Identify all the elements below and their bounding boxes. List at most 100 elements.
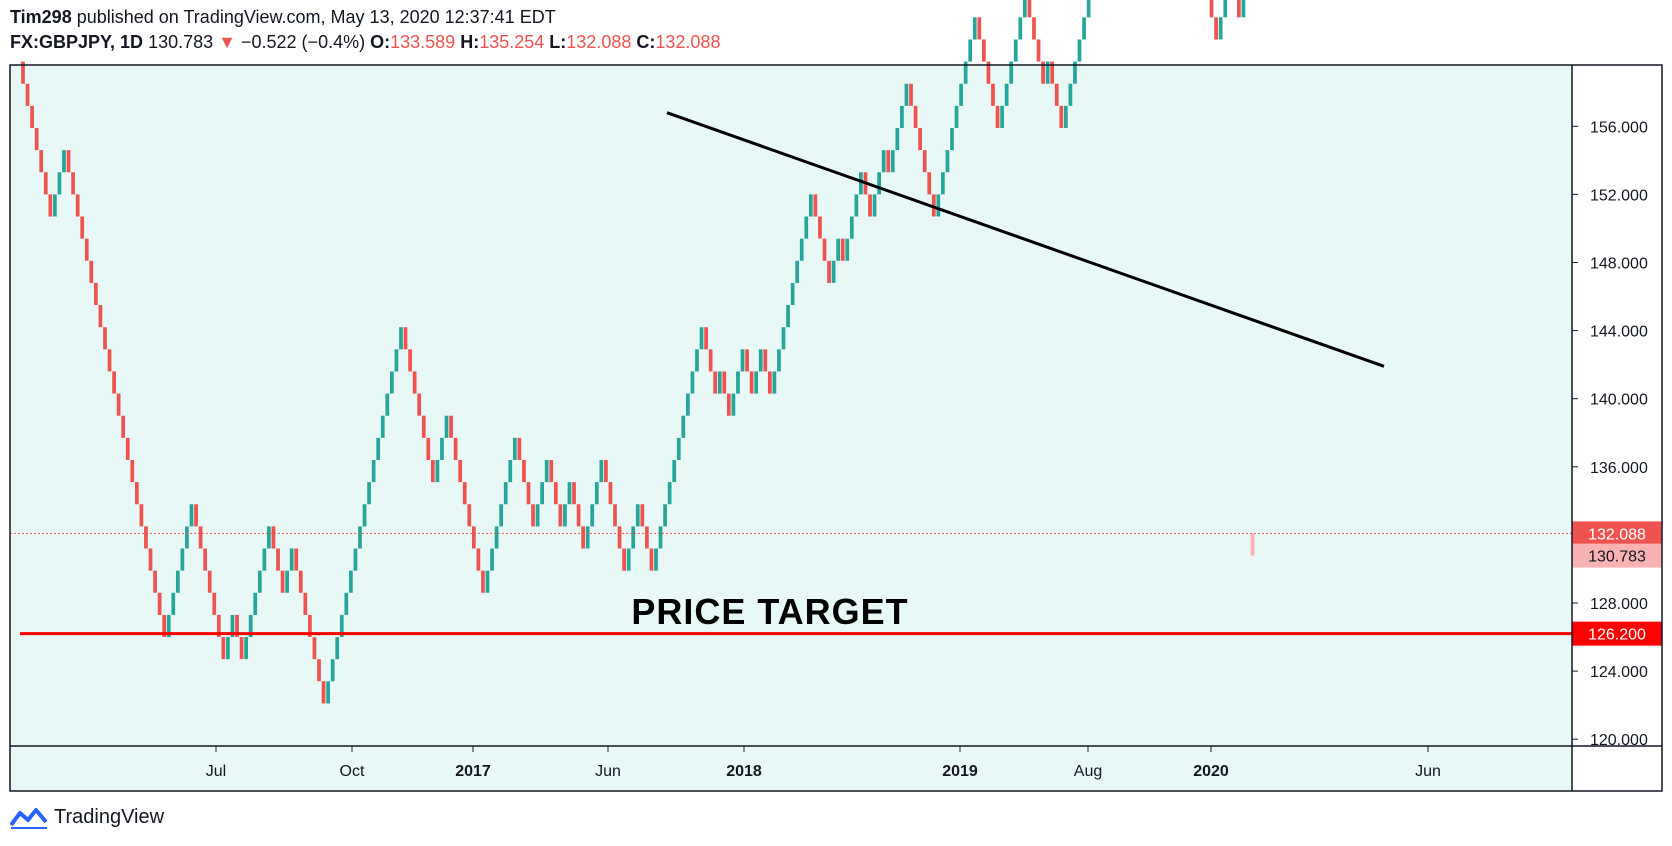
renko-brick	[194, 504, 198, 527]
renko-brick	[162, 614, 167, 638]
renko-brick	[57, 172, 62, 195]
renko-brick	[590, 504, 595, 527]
renko-brick	[481, 570, 485, 593]
renko-brick	[84, 238, 89, 261]
price-change: −0.522 (−0.4%)	[241, 32, 366, 52]
renko-brick	[704, 327, 708, 350]
renko-brick	[512, 437, 517, 460]
renko-brick	[859, 172, 863, 195]
close-value: 132.088	[655, 32, 721, 52]
renko-brick	[116, 393, 121, 416]
renko-brick	[75, 194, 80, 217]
renko-brick	[180, 548, 185, 571]
renko-brick	[171, 592, 176, 615]
renko-brick	[198, 526, 203, 549]
renko-brick	[503, 482, 508, 505]
trend-line[interactable]	[666, 111, 1385, 368]
renko-brick	[294, 548, 299, 571]
renko-brick	[344, 592, 349, 615]
price-tick-label: 128.000	[1590, 596, 1648, 613]
brand-name[interactable]: TradingView	[54, 806, 165, 828]
renko-brick	[581, 526, 585, 549]
renko-brick	[380, 415, 385, 438]
renko-brick	[458, 459, 463, 483]
renko-brick	[799, 238, 804, 261]
renko-brick	[804, 216, 809, 239]
author-name[interactable]: Tim298	[10, 7, 72, 27]
renko-brick	[690, 371, 695, 394]
renko-brick	[276, 548, 280, 571]
chart-header: Tim298 published on TradingView.com, May…	[10, 6, 1610, 53]
price-tick-label: 152.000	[1590, 187, 1648, 204]
symbol-label[interactable]: FX:GBPJPY, 1D	[10, 32, 144, 52]
renko-brick	[308, 614, 312, 638]
low-label: L:	[549, 32, 567, 52]
renko-brick	[963, 61, 968, 84]
renko-brick	[462, 482, 467, 505]
renko-brick	[203, 548, 208, 571]
time-tick-label: Jun	[595, 763, 621, 780]
renko-brick	[221, 637, 226, 660]
renko-brick	[153, 570, 157, 593]
time-tick-label: 2017	[455, 763, 491, 780]
renko-brick	[34, 127, 39, 151]
renko-brick	[207, 570, 212, 593]
renko-brick	[531, 504, 535, 527]
renko-brick	[827, 260, 831, 283]
renko-brick	[440, 437, 444, 460]
renko-brick	[1082, 17, 1086, 40]
renko-brick	[112, 371, 116, 394]
renko-brick	[71, 172, 75, 195]
renko-brick	[1214, 17, 1218, 40]
renko-brick	[950, 127, 954, 151]
renko-brick	[877, 172, 882, 195]
high-label: H:	[460, 32, 480, 52]
high-value: 135.254	[479, 32, 545, 52]
renko-brick	[1009, 61, 1014, 84]
renko-brick	[485, 570, 490, 593]
renko-brick	[499, 504, 504, 527]
renko-brick	[954, 105, 959, 128]
renko-brick	[913, 105, 918, 128]
publish-line: Tim298 published on TradingView.com, May…	[10, 6, 1610, 28]
renko-brick	[522, 459, 526, 483]
renko-brick	[262, 548, 267, 571]
price-tags: 132.088 130.783 126.200	[1572, 521, 1662, 646]
renko-brick	[1063, 105, 1068, 128]
renko-brick	[540, 482, 545, 505]
renko-brick	[185, 526, 189, 549]
renko-brick	[945, 150, 950, 173]
renko-brick	[936, 194, 941, 217]
time-axis[interactable]: Jul Oct 2017 Jun 2018 2019 Aug 2020 Jun	[206, 746, 1441, 780]
renko-brick	[1237, 0, 1241, 18]
price-tag	[1572, 543, 1662, 568]
renko-brick	[726, 393, 731, 416]
renko-brick	[549, 459, 554, 483]
renko-brick	[367, 482, 371, 505]
renko-brick	[872, 194, 877, 217]
price-tag-label: 132.088	[1588, 526, 1646, 543]
renko-brick	[125, 437, 130, 460]
renko-brick	[148, 548, 153, 571]
publish-info: published on TradingView.com, May 13, 20…	[71, 7, 556, 27]
renko-brick	[991, 83, 995, 106]
price-tag-label: 130.783	[1588, 549, 1646, 566]
renko-brick	[535, 504, 540, 527]
price-target-annotation[interactable]: PRICE TARGET	[631, 591, 908, 632]
renko-brick	[189, 504, 194, 527]
price-axis[interactable]: 156.000 152.000 148.000 144.000 140.000 136.0…	[1572, 119, 1648, 749]
renko-brick	[631, 526, 636, 549]
renko-brick	[918, 127, 922, 151]
renko-brick	[166, 614, 171, 638]
renko-brick	[1022, 0, 1027, 18]
renko-brick	[421, 415, 426, 438]
renko-brick	[713, 371, 718, 394]
renko-brick	[813, 194, 818, 217]
time-tick-label: 2018	[726, 763, 762, 780]
tradingview-logo-icon[interactable]	[10, 807, 48, 829]
renko-brick	[777, 349, 781, 372]
renko-brick	[285, 570, 289, 593]
renko-brick	[1004, 83, 1009, 106]
renko-brick	[1209, 0, 1214, 18]
